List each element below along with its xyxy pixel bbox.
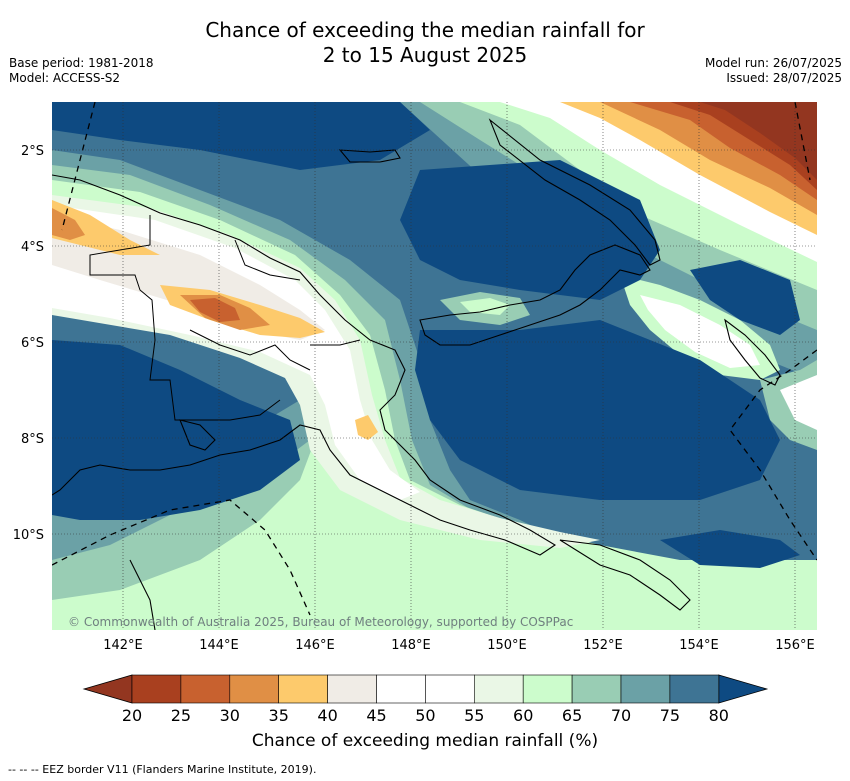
map-title: Chance of exceeding the median rainfall … — [0, 18, 850, 68]
eez-note: -- -- -- EEZ border V11 (Flanders Marine… — [8, 763, 317, 776]
colorbar-segment — [571, 674, 622, 704]
colorbar-segment — [180, 674, 231, 704]
band-80-south-east — [660, 530, 800, 568]
provincial-border-4 — [310, 339, 361, 346]
lon-label-142e: 142°E — [103, 638, 143, 653]
band-50-east — [640, 295, 760, 368]
colorbar-segment — [229, 674, 280, 704]
colorbar-segment — [620, 674, 671, 704]
band-30-central — [190, 298, 240, 322]
colorbar-segment — [278, 674, 328, 704]
colorbar-tick-label: 70 — [611, 706, 631, 725]
colorbar-segment — [425, 674, 475, 704]
model-run: Model run: 26/07/2025 — [704, 56, 842, 70]
colorbar-segment — [669, 674, 720, 704]
borders — [89, 215, 361, 421]
model-name: Model: ACCESS-S2 — [9, 71, 121, 85]
colorbar-segment — [473, 674, 524, 704]
louisiade-coast — [559, 539, 691, 611]
eez-north-west — [61, 102, 96, 231]
colorbar-tick-label: 80 — [709, 706, 729, 725]
eez-north-east — [794, 102, 811, 181]
issued-date: Issued: 28/07/2025 — [726, 71, 842, 85]
band-80-north — [52, 102, 430, 170]
colorbar-tick-label: 50 — [415, 706, 435, 725]
base-period: Base period: 1981-2018 — [9, 56, 154, 70]
title-line-2: 2 to 15 August 2025 — [322, 43, 528, 67]
band-80-bougainville — [690, 260, 800, 335]
colorbar-tick-label: 55 — [464, 706, 484, 725]
lat-label-8s: 8°S — [21, 432, 44, 447]
colorbar: 20 25 30 35 40 45 50 55 60 65 70 75 80 — [82, 674, 769, 725]
provincial-border-2 — [234, 239, 301, 281]
eez-borders — [52, 102, 817, 616]
band-80-gulf — [52, 340, 300, 520]
band-80-bismarck — [400, 160, 660, 300]
band-50-se — [780, 375, 817, 430]
colorbar-tick-label: 75 — [660, 706, 680, 725]
colorbar-tick-label: 60 — [513, 706, 533, 725]
colorbar-label: Chance of exceeding median rainfall (%) — [251, 731, 599, 751]
rainfall-probability-field — [52, 102, 817, 630]
provincial-border-3 — [189, 329, 311, 371]
bougainville-coast — [724, 318, 781, 386]
lon-label-152e: 152°E — [583, 638, 623, 653]
lat-label-4s: 4°S — [21, 240, 44, 255]
lat-label-6s: 6°S — [21, 336, 44, 351]
band-80-solomon-sea — [415, 320, 780, 500]
colorbar-tick-label: 65 — [562, 706, 582, 725]
band-40-peninsula — [355, 415, 378, 440]
new-guinea-coast — [52, 174, 557, 556]
colorbar-segment — [376, 674, 426, 704]
lon-label-146e: 146°E — [295, 638, 335, 653]
coastlines — [52, 118, 781, 630]
colorbar-tick-label: 40 — [317, 706, 337, 725]
lon-label-156e: 156°E — [775, 638, 815, 653]
band-60-newbritain — [460, 298, 510, 315]
colorbar-segment — [131, 674, 182, 704]
lon-label-144e: 144°E — [199, 638, 239, 653]
graticule — [52, 102, 817, 630]
longitude-labels: 142°E 144°E 146°E 148°E 150°E 152°E 154°… — [103, 638, 815, 653]
colorbar-tick-label: 35 — [269, 706, 289, 725]
cape-york-coast — [129, 559, 156, 630]
colorbar-segment — [327, 674, 377, 704]
colorbar-low-extend — [82, 674, 133, 704]
title-line-1: Chance of exceeding the median rainfall … — [205, 18, 645, 42]
lat-label-2s: 2°S — [21, 144, 44, 159]
lat-label-10s: 10°S — [13, 528, 44, 543]
manus-coast — [338, 149, 401, 163]
meta-right: Model run: 26/07/2025 Issued: 28/07/2025 — [705, 56, 842, 86]
colorbar-tick-label: 30 — [220, 706, 240, 725]
lon-label-154e: 154°E — [679, 638, 719, 653]
colorbar-tick-label: 25 — [171, 706, 191, 725]
south-coast-island — [179, 419, 216, 451]
lon-label-150e: 150°E — [487, 638, 527, 653]
band-35-west — [52, 208, 85, 240]
new-britain-coast — [419, 244, 651, 346]
colorbar-tick-label: 45 — [366, 706, 386, 725]
lon-label-148e: 148°E — [391, 638, 431, 653]
eez-east — [729, 349, 817, 561]
provincial-border-1 — [89, 215, 281, 421]
colorbar-tick-label: 20 — [122, 706, 142, 725]
colorbar-high-extend — [718, 674, 769, 704]
colorbar-segment — [522, 674, 573, 704]
new-ireland-coast — [488, 118, 661, 266]
eez-south — [52, 499, 311, 616]
band-40-west — [52, 200, 160, 255]
meta-left: Base period: 1981-2018 Model: ACCESS-S2 — [9, 56, 154, 86]
latitude-labels: 2°S 4°S 6°S 8°S 10°S — [13, 144, 44, 543]
copyright-text: © Commonwealth of Australia 2025, Bureau… — [68, 615, 573, 629]
band-20-ne — [700, 102, 817, 180]
